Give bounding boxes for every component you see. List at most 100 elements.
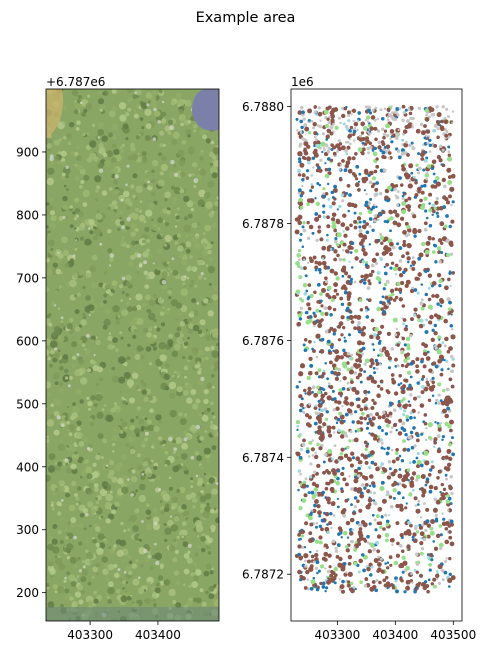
scatter-point [386, 523, 390, 527]
tree-crown [175, 93, 182, 100]
tree-crown [104, 160, 111, 167]
tree-crown [157, 234, 162, 239]
scatter-point [379, 353, 382, 356]
clearing-spot [83, 565, 86, 568]
tree-crown [207, 181, 214, 188]
tree-crown [171, 101, 175, 105]
scatter-point [298, 173, 301, 176]
tree-crown [108, 581, 114, 587]
clearing-spot [193, 178, 198, 183]
scatter-point [333, 152, 337, 156]
tree-crown [60, 540, 64, 544]
tree-crown [130, 425, 135, 430]
scatter-point [376, 362, 380, 366]
scatter-point [368, 466, 371, 469]
scatter-point [433, 441, 437, 445]
tree-crown [112, 337, 118, 343]
tree-crown [172, 497, 178, 503]
tree-crown [177, 386, 183, 392]
scatter-point [308, 441, 312, 445]
tree-crown [72, 356, 76, 360]
scatter-point [385, 263, 389, 267]
tree-crown [92, 576, 95, 579]
tree-crown [207, 250, 211, 254]
scatter-point [323, 215, 326, 218]
tree-crown [159, 354, 166, 361]
scatter-point [390, 505, 393, 508]
tree-crown [126, 137, 129, 140]
tree-crown [174, 570, 179, 575]
scatter-point [371, 399, 374, 402]
scatter-point [445, 108, 448, 111]
tree-crown [104, 319, 111, 326]
scatter-point [355, 182, 360, 187]
tree-crown [160, 171, 164, 175]
tree-crown [47, 168, 54, 175]
scatter-point [308, 538, 313, 543]
scatter-point [426, 129, 430, 133]
scatter-point [375, 181, 379, 185]
tree-crown [69, 505, 76, 512]
tree-crown [132, 525, 139, 532]
tree-crown [76, 215, 79, 218]
tree-crown [98, 143, 103, 148]
tree-crown [112, 450, 114, 452]
tree-crown [142, 158, 148, 164]
scatter-point [378, 581, 382, 585]
scatter-point [403, 129, 407, 133]
tree-crown [123, 529, 126, 532]
tree-crown [52, 372, 59, 379]
scatter-point [398, 288, 402, 292]
tree-crown [165, 464, 168, 467]
tree-crown [145, 294, 151, 300]
scatter-point [315, 269, 318, 272]
scatter-point [421, 378, 424, 381]
tree-crown [188, 355, 193, 360]
scatter-point [416, 457, 419, 460]
scatter-point [408, 197, 412, 201]
scatter-point [315, 309, 319, 313]
scatter-point [389, 564, 392, 567]
tree-crown [94, 175, 101, 182]
tree-crown [203, 399, 208, 404]
tree-crown [86, 552, 94, 560]
scatter-point [314, 422, 318, 426]
scatter-point [333, 282, 338, 287]
tree-crown [176, 337, 183, 344]
tree-crown [181, 535, 184, 538]
scatter-point [448, 307, 451, 310]
scatter-point [366, 535, 370, 539]
tree-crown [80, 377, 87, 384]
scatter-point [352, 420, 355, 423]
scatter-point [371, 461, 375, 465]
scatter-point [354, 152, 358, 156]
scatter-point [410, 376, 413, 379]
scatter-point [415, 357, 419, 361]
scatter-point [342, 258, 346, 262]
scatter-point [391, 347, 394, 350]
tree-crown [186, 519, 190, 523]
tree-crown [205, 357, 209, 361]
tree-crown [121, 309, 128, 316]
scatter-point [332, 426, 336, 430]
scatter-point [447, 157, 452, 162]
tree-crown [64, 185, 67, 188]
clearing-spot [106, 465, 108, 467]
tree-crown [130, 449, 136, 455]
scatter-point [368, 286, 370, 288]
tree-crown [54, 156, 59, 161]
tree-crown [96, 185, 100, 189]
scatter-point [369, 485, 371, 487]
scatter-point [380, 486, 385, 491]
tree-crown [151, 170, 154, 173]
scatter-point [374, 558, 379, 563]
tree-crown [89, 560, 92, 563]
tree-crown [190, 485, 193, 488]
tree-crown [66, 421, 70, 425]
scatter-point [389, 495, 392, 498]
scatter-point [402, 192, 405, 195]
scatter-point [327, 340, 331, 344]
scatter-point [326, 234, 328, 236]
scatter-point [416, 434, 419, 437]
tree-crown [176, 489, 180, 493]
